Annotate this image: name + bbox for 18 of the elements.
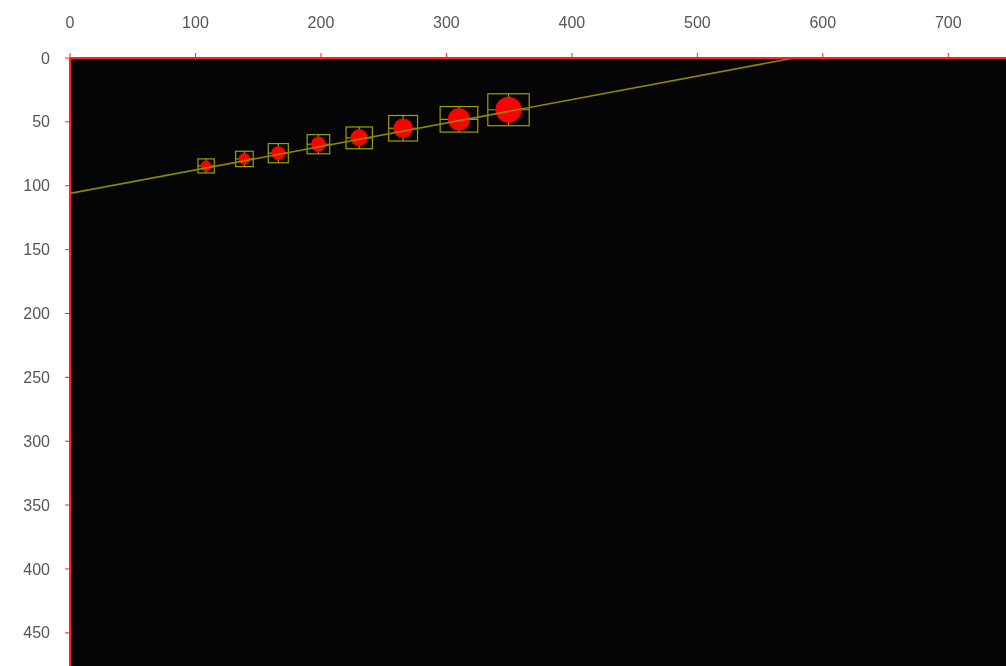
x-tick-label: 700 [934, 14, 962, 31]
x-tick-label: 400 [558, 14, 586, 31]
x-tick-label: 600 [809, 14, 837, 31]
y-tick-label: 100 [23, 177, 51, 195]
x-tick-label: 100 [182, 14, 209, 31]
y-tick-label: 300 [23, 432, 51, 450]
y-tick-label: 150 [23, 241, 51, 259]
x-tick-label: 500 [683, 14, 711, 31]
y-tick-label: 350 [23, 496, 51, 514]
x-tick-label: 200 [307, 14, 335, 31]
y-tick-label: 0 [41, 49, 51, 67]
y-tick-label: 50 [32, 113, 51, 131]
y-tick-label: 450 [23, 624, 51, 642]
y-tick-label: 400 [23, 560, 51, 578]
x-tick-label: 300 [433, 14, 460, 31]
y-tick-label: 250 [23, 368, 51, 386]
x-tick-label: 0 [65, 14, 75, 31]
y-tick-label: 200 [23, 305, 51, 323]
